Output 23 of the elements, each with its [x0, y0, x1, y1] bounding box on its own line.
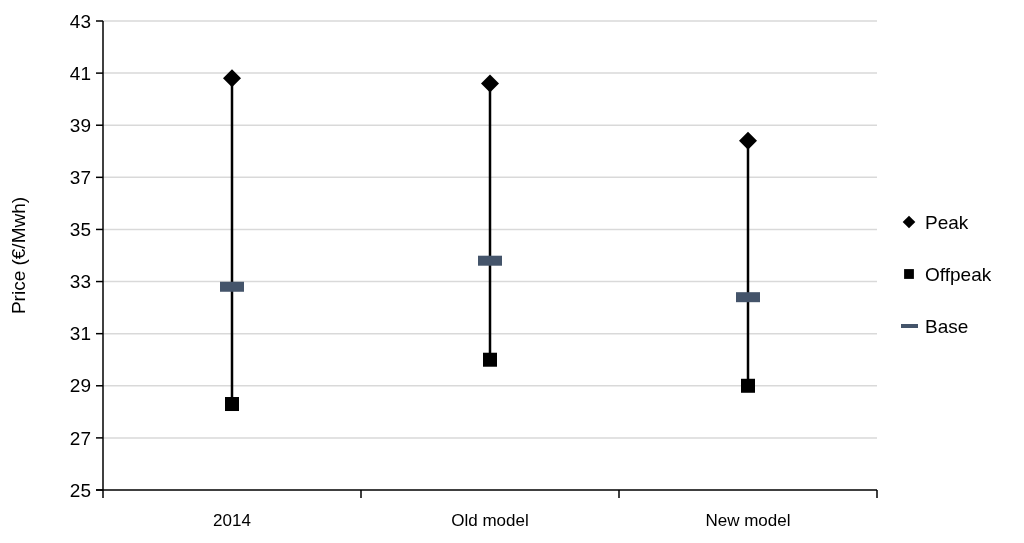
y-tick-label: 33: [69, 271, 91, 293]
y-axis-title: Price (€/Mwh): [8, 196, 29, 315]
x-tick-label: Old model: [451, 511, 529, 530]
point: [481, 74, 499, 93]
point: [741, 378, 755, 393]
legend-label: Peak: [925, 211, 969, 233]
y-tick-label: 41: [69, 62, 91, 84]
y-tick-label: 25: [69, 479, 91, 501]
point: [739, 131, 757, 150]
y-tick-label: 37: [69, 166, 91, 188]
y-tick-label: 27: [69, 427, 91, 449]
point: [225, 397, 239, 412]
point: [223, 69, 241, 88]
y-tick-label: 29: [69, 375, 91, 397]
y-tick-label: 43: [69, 10, 91, 32]
point: [483, 352, 497, 367]
y-tick-label: 35: [69, 219, 91, 241]
x-tick-label: New model: [705, 511, 791, 530]
y-tick-label: 31: [69, 323, 91, 345]
y-tick-label: 39: [69, 114, 91, 136]
legend-label: Offpeak: [925, 263, 992, 285]
legend-label: Base: [925, 315, 969, 337]
x-tick-label: 2014: [213, 511, 251, 530]
